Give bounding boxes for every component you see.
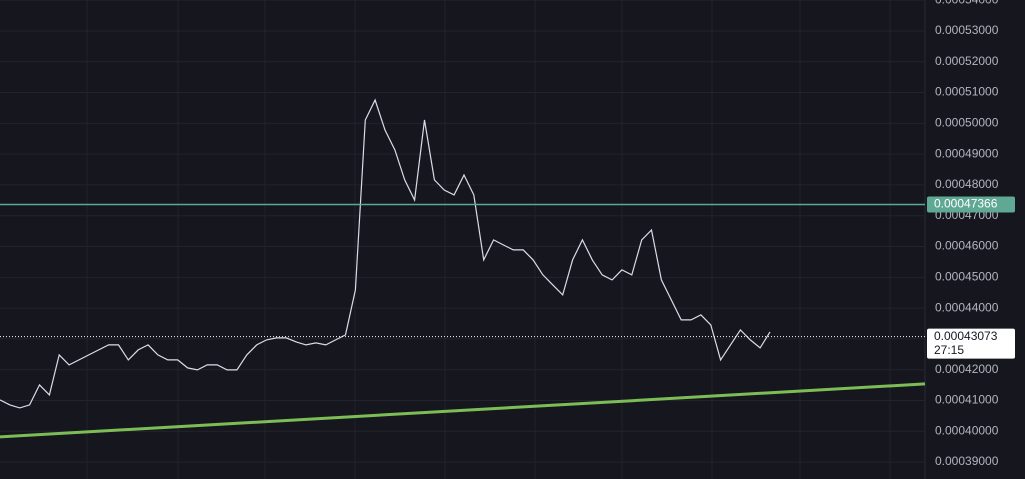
y-tick-label: 0.00039000 — [935, 454, 999, 468]
price-tag — [927, 328, 1015, 359]
price-tag-label: 0.00047366 — [934, 197, 998, 211]
y-tick-label: 0.00051000 — [935, 85, 999, 99]
price-tag — [927, 196, 1015, 213]
price-line — [0, 98, 771, 409]
y-tick-label: 0.00044000 — [935, 300, 999, 314]
y-tick-label: 0.00049000 — [935, 146, 999, 160]
y-tick-label: 0.00053000 — [935, 23, 999, 37]
y-tick-label: 0.00050000 — [935, 116, 999, 130]
y-tick-label: 0.00048000 — [935, 177, 999, 191]
y-tick-label: 0.00046000 — [935, 239, 999, 253]
y-tick-label: 0.00054000 — [935, 0, 999, 6]
trend-line — [0, 382, 926, 439]
y-tick-label: 0.00042000 — [935, 362, 999, 376]
y-tick-label: 0.00052000 — [935, 54, 999, 68]
countdown-label: 27:15 — [934, 343, 964, 357]
y-tick-label: 0.00041000 — [935, 393, 999, 407]
price-tag-label: 0.00043073 — [934, 329, 998, 343]
y-tick-label: 0.00040000 — [935, 423, 999, 437]
vertical-grid — [86, 0, 891, 479]
y-tick-label: 0.00045000 — [935, 269, 999, 283]
